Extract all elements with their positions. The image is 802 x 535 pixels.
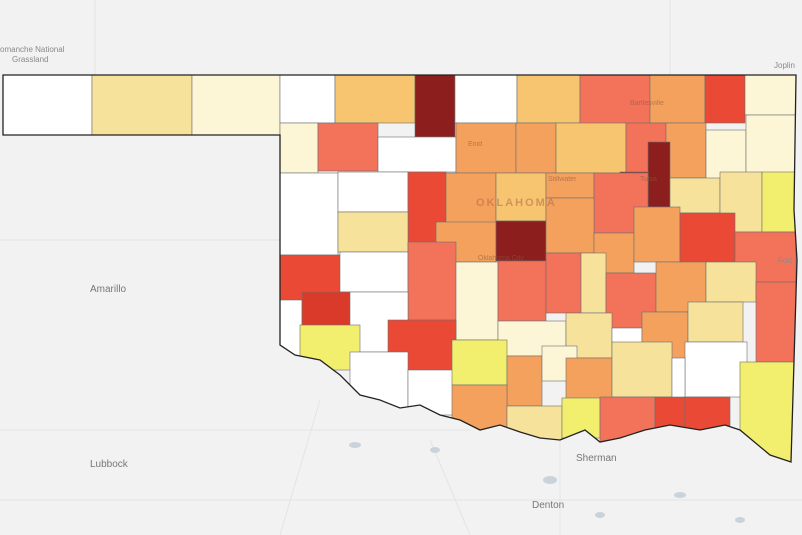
basemap-lakes (349, 442, 745, 523)
county-garvin[interactable] (506, 355, 543, 407)
oklahoma-city-label: Oklahoma City (478, 255, 524, 262)
county-dewey[interactable] (337, 171, 409, 213)
county-johnston[interactable] (565, 357, 613, 404)
county-pushmataha[interactable] (684, 341, 748, 398)
county-washita[interactable] (339, 251, 409, 293)
county-stephens[interactable] (451, 339, 508, 386)
sherman-label: Sherman (576, 453, 617, 464)
state-label: OKLAHOMA (476, 197, 557, 209)
county-pottawatomie[interactable] (545, 252, 582, 314)
county-nowata[interactable] (649, 75, 706, 124)
county-mayes[interactable] (705, 129, 747, 181)
county-alfalfa[interactable] (414, 75, 456, 138)
state-border (2, 74, 798, 463)
county-le-flore[interactable] (755, 281, 797, 363)
tulsa-label: Tulsa (640, 176, 657, 183)
county-woodward[interactable] (317, 122, 379, 172)
denton-label: Denton (532, 500, 564, 511)
county-major[interactable] (377, 136, 457, 173)
county-grant[interactable] (454, 75, 518, 124)
county-caddo[interactable] (407, 241, 457, 321)
county-roger-mills[interactable] (279, 172, 339, 256)
county-pawnee[interactable] (555, 122, 627, 174)
county-garfield[interactable] (455, 122, 517, 174)
county-ottawa[interactable] (744, 75, 797, 116)
county-texas[interactable] (91, 75, 193, 136)
county-oklahoma[interactable] (495, 220, 547, 262)
county-lincoln[interactable] (545, 197, 595, 254)
county-haskell[interactable] (705, 261, 757, 303)
amarillo-label: Amarillo (90, 284, 127, 295)
joplin-label: Joplin (774, 61, 795, 70)
county-harper[interactable] (279, 75, 336, 124)
county-choctaw-west[interactable] (671, 357, 686, 399)
bartlesville-label: Bartlesville (630, 100, 664, 107)
stillwater-label: Stillwater (548, 176, 577, 183)
county-grady[interactable] (455, 261, 499, 341)
county-cimarron[interactable] (0, 75, 93, 136)
comanche-grassland-label-1: omanche National (0, 45, 65, 54)
county-noble[interactable] (515, 122, 557, 174)
county-rogers[interactable] (665, 122, 707, 179)
county-kay[interactable] (516, 75, 581, 124)
county-adair[interactable] (761, 171, 797, 233)
county-layer[interactable] (0, 75, 797, 462)
county-ellis[interactable] (279, 122, 319, 174)
enid-label: Enid (468, 141, 482, 148)
county-latimer[interactable] (687, 301, 744, 343)
comanche-grassland-label-2: Grassland (12, 55, 48, 64)
county-craig[interactable] (704, 75, 746, 124)
county-custer[interactable] (337, 211, 409, 253)
county-tulsa[interactable] (647, 141, 671, 208)
county-delaware[interactable] (745, 114, 797, 176)
lubbock-label: Lubbock (90, 459, 129, 470)
fort-smith-label: Fort (778, 256, 793, 265)
county-muskogee[interactable] (679, 212, 736, 269)
county-seminole[interactable] (580, 252, 607, 314)
county-okmulgee[interactable] (633, 206, 681, 263)
county-beaver[interactable] (191, 75, 281, 136)
county-woods[interactable] (334, 75, 416, 124)
county-cleveland[interactable] (497, 260, 547, 322)
county-atoka[interactable] (611, 341, 673, 398)
county-kingfisher[interactable] (445, 172, 497, 224)
